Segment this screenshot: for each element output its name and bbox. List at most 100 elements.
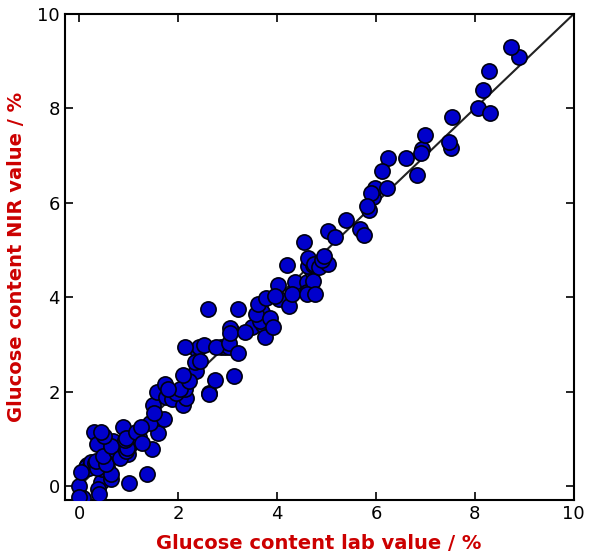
- Point: [191, 367, 201, 376]
- Point: [474, 104, 483, 113]
- Point: [191, 358, 200, 367]
- Point: [291, 277, 300, 286]
- Point: [226, 326, 236, 335]
- Point: [302, 277, 311, 286]
- Point: [514, 53, 523, 62]
- Point: [148, 400, 157, 409]
- Point: [210, 375, 220, 384]
- Point: [204, 389, 214, 398]
- Point: [359, 231, 369, 240]
- Point: [265, 314, 275, 323]
- Point: [478, 85, 488, 94]
- Point: [260, 333, 269, 342]
- Point: [75, 493, 84, 502]
- Point: [378, 166, 387, 175]
- Point: [93, 440, 102, 449]
- Point: [270, 291, 279, 300]
- Point: [341, 216, 350, 225]
- Point: [181, 384, 190, 393]
- Point: [319, 252, 329, 261]
- Point: [355, 224, 364, 233]
- Point: [364, 206, 374, 214]
- Point: [105, 446, 114, 455]
- Point: [204, 389, 214, 398]
- Point: [366, 189, 376, 198]
- Point: [314, 262, 324, 271]
- Point: [146, 418, 155, 427]
- Point: [131, 428, 141, 437]
- Point: [299, 237, 308, 246]
- Point: [224, 343, 234, 352]
- Point: [96, 478, 105, 487]
- Point: [362, 202, 372, 211]
- Point: [160, 414, 169, 423]
- Point: [168, 394, 177, 403]
- Point: [81, 463, 91, 472]
- Point: [77, 468, 86, 477]
- Point: [179, 400, 188, 409]
- Point: [79, 493, 88, 502]
- Point: [416, 149, 426, 158]
- Point: [383, 153, 392, 162]
- Point: [98, 452, 108, 461]
- Point: [506, 43, 516, 52]
- Point: [181, 393, 191, 402]
- Point: [107, 474, 116, 483]
- Point: [82, 460, 92, 469]
- Point: [308, 261, 317, 270]
- Point: [118, 422, 128, 431]
- Point: [149, 408, 158, 417]
- Point: [303, 253, 313, 262]
- Point: [303, 290, 312, 299]
- Point: [233, 305, 243, 314]
- Point: [178, 371, 188, 380]
- Point: [311, 290, 320, 298]
- Point: [229, 371, 239, 380]
- Point: [225, 324, 234, 333]
- Point: [309, 277, 318, 286]
- Point: [120, 435, 130, 444]
- Point: [96, 427, 106, 436]
- Point: [152, 388, 162, 397]
- Point: [160, 379, 169, 388]
- Point: [224, 338, 234, 347]
- Point: [303, 262, 313, 271]
- Point: [200, 340, 209, 349]
- Point: [420, 131, 430, 140]
- Point: [121, 446, 131, 455]
- Point: [444, 138, 453, 147]
- Point: [247, 322, 257, 331]
- Point: [112, 447, 121, 456]
- Point: [92, 464, 102, 473]
- Point: [124, 478, 134, 487]
- Point: [226, 328, 235, 337]
- Point: [171, 388, 181, 397]
- Point: [240, 328, 249, 337]
- Point: [309, 260, 318, 269]
- Point: [418, 144, 427, 153]
- Point: [233, 348, 243, 357]
- Point: [302, 287, 311, 296]
- Point: [137, 422, 146, 431]
- Point: [123, 443, 132, 452]
- Point: [256, 316, 265, 325]
- Point: [269, 323, 278, 332]
- Point: [318, 256, 327, 265]
- X-axis label: Glucose content lab value / %: Glucose content lab value / %: [156, 534, 482, 553]
- Point: [109, 436, 118, 445]
- Point: [401, 153, 411, 162]
- Point: [101, 460, 111, 469]
- Point: [138, 438, 147, 447]
- Point: [195, 343, 204, 352]
- Point: [447, 113, 456, 122]
- Point: [102, 463, 112, 472]
- Point: [324, 226, 333, 235]
- Point: [484, 67, 494, 76]
- Point: [370, 183, 379, 192]
- Point: [192, 346, 201, 354]
- Point: [195, 356, 205, 365]
- Point: [253, 300, 263, 309]
- Point: [102, 455, 111, 464]
- Point: [446, 143, 456, 152]
- Point: [91, 457, 101, 466]
